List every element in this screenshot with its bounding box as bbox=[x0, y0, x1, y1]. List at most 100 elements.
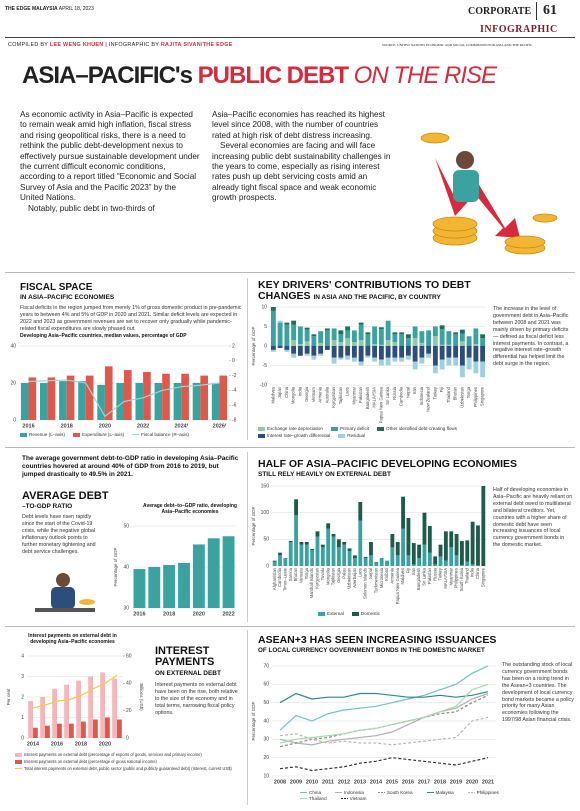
bar bbox=[81, 721, 86, 738]
x-tick-label: China bbox=[475, 567, 480, 579]
line bbox=[28, 379, 220, 418]
y2-tick-label: 20 bbox=[126, 708, 132, 714]
bar bbox=[465, 561, 470, 566]
x-tick-label: 2020 bbox=[466, 779, 478, 785]
x-tick-label: Georgia bbox=[304, 386, 309, 402]
bar bbox=[291, 340, 297, 346]
x-tick-label: Tonga bbox=[304, 567, 309, 579]
x-tick-label: India bbox=[470, 567, 475, 577]
chart-title: HALF OF ASIA–PACIFIC DEVELOPING ECONOMIE… bbox=[258, 458, 518, 470]
bar bbox=[401, 496, 406, 529]
x-tick-label: Tonga bbox=[466, 386, 471, 398]
x-tick-label: 2013 bbox=[354, 779, 366, 785]
legend-swatch bbox=[377, 791, 385, 794]
paragraph: Notably, public debt in two-thirds of bbox=[28, 203, 155, 213]
bar bbox=[449, 531, 454, 548]
bar bbox=[207, 538, 220, 608]
legend-label: Domestic bbox=[360, 611, 381, 616]
bar bbox=[304, 329, 310, 342]
bar bbox=[419, 342, 425, 346]
bar bbox=[405, 334, 411, 339]
bar bbox=[470, 521, 475, 565]
x-tick-label: Pakistan bbox=[358, 386, 363, 403]
chart-note: The outstanding stock of local currency … bbox=[502, 662, 574, 724]
paragraph: As economic activity in Asia–Pacific is … bbox=[20, 110, 200, 203]
y-tick-label: 0 bbox=[264, 343, 267, 349]
bar bbox=[318, 353, 324, 356]
bar bbox=[392, 342, 398, 346]
legend-item: Vietnam bbox=[340, 796, 367, 801]
legend-label: Vietnam bbox=[349, 796, 367, 801]
masthead: THE EDGE MALAYSIA APRIL 18, 2023 bbox=[5, 6, 94, 12]
bar bbox=[192, 544, 205, 608]
bar bbox=[412, 338, 418, 346]
x-tick-label: 2015 bbox=[386, 779, 398, 785]
bar bbox=[438, 556, 443, 566]
x-tick-label: Turkmenistan bbox=[373, 567, 378, 593]
x-tick-label: Uzbekistan bbox=[347, 567, 352, 588]
bar bbox=[390, 534, 395, 548]
legend-swatch bbox=[20, 432, 27, 437]
legend-item: Interest payments on external debt (perc… bbox=[15, 759, 240, 764]
legend-item: Residual bbox=[338, 433, 365, 438]
x-tick-label: 2016 bbox=[402, 779, 414, 785]
x-tick-label: 2026ᶠ bbox=[213, 422, 227, 429]
y-tick-label: 20 bbox=[263, 755, 269, 761]
bar bbox=[304, 353, 310, 356]
x-tick-label: 2016 bbox=[51, 741, 63, 747]
bar bbox=[439, 329, 445, 345]
section-heading: –TO-GDP RATIO bbox=[22, 503, 73, 510]
bar bbox=[453, 334, 459, 346]
x-tick-label: 2019 bbox=[450, 779, 462, 785]
bar bbox=[299, 542, 304, 545]
bar bbox=[294, 515, 299, 566]
bar bbox=[181, 373, 189, 420]
bar bbox=[33, 727, 38, 738]
bar bbox=[453, 357, 459, 366]
bar bbox=[291, 320, 297, 325]
bar bbox=[278, 555, 282, 566]
legend-item: Primary deficit bbox=[330, 426, 369, 431]
bar bbox=[154, 383, 163, 420]
y-axis-label: Percentage of GDP bbox=[251, 326, 256, 365]
section-subheading: ON EXTERNAL DEBT bbox=[155, 670, 221, 677]
y-axis-label: Percentage of GDP bbox=[113, 547, 118, 586]
intro-column: As economic activity in Asia–Pacific is … bbox=[20, 110, 202, 214]
bar bbox=[480, 361, 486, 378]
x-tick-label: Bangladesh bbox=[365, 386, 370, 409]
x-tick-label: Cambodia bbox=[277, 567, 282, 587]
bar bbox=[45, 725, 50, 738]
chart: 10 20 30 40 50 60 70 Percentage of GDP 2008 2009 2… bbox=[251, 663, 496, 785]
bar bbox=[310, 548, 315, 550]
legend-label: Revenue (L–axis) bbox=[29, 432, 66, 437]
x-tick-label: Philippines bbox=[473, 387, 478, 407]
credit: LEE WENG KHUEN bbox=[49, 42, 104, 48]
bar bbox=[148, 567, 161, 608]
y2-tick-label: 0 bbox=[126, 735, 129, 741]
bar bbox=[345, 326, 351, 331]
y-tick-label: -5 bbox=[263, 363, 268, 369]
bar bbox=[385, 346, 391, 358]
bar bbox=[331, 346, 337, 358]
x-tick-label: Azerbaijan bbox=[352, 567, 357, 587]
x-tick-label: Tajikistan bbox=[338, 386, 343, 404]
intro-column: Asia–Pacific economies has reached its h… bbox=[212, 110, 392, 204]
bar bbox=[365, 346, 371, 356]
x-tick-label: Papua New Guinea bbox=[395, 567, 400, 604]
bar bbox=[336, 547, 341, 566]
chart-caption: Average debt–to–GDP ratio, developing As… bbox=[143, 503, 237, 515]
x-tick-label: Kyrgyzstan bbox=[315, 567, 320, 588]
bar bbox=[372, 344, 378, 346]
bar bbox=[163, 564, 176, 608]
bar bbox=[446, 344, 452, 346]
figure-body bbox=[453, 170, 479, 202]
x-tick-label: New Zealand bbox=[426, 386, 431, 411]
y-tick-label: 0 bbox=[13, 417, 16, 423]
bar bbox=[480, 338, 486, 346]
y-tick-label: 1 bbox=[21, 715, 24, 721]
x-tick-label: 2009 bbox=[290, 779, 302, 785]
y-tick-label: 50 bbox=[123, 523, 129, 529]
x-tick-label: Maldives bbox=[270, 387, 275, 404]
x-tick-label: South Korea bbox=[459, 567, 464, 591]
